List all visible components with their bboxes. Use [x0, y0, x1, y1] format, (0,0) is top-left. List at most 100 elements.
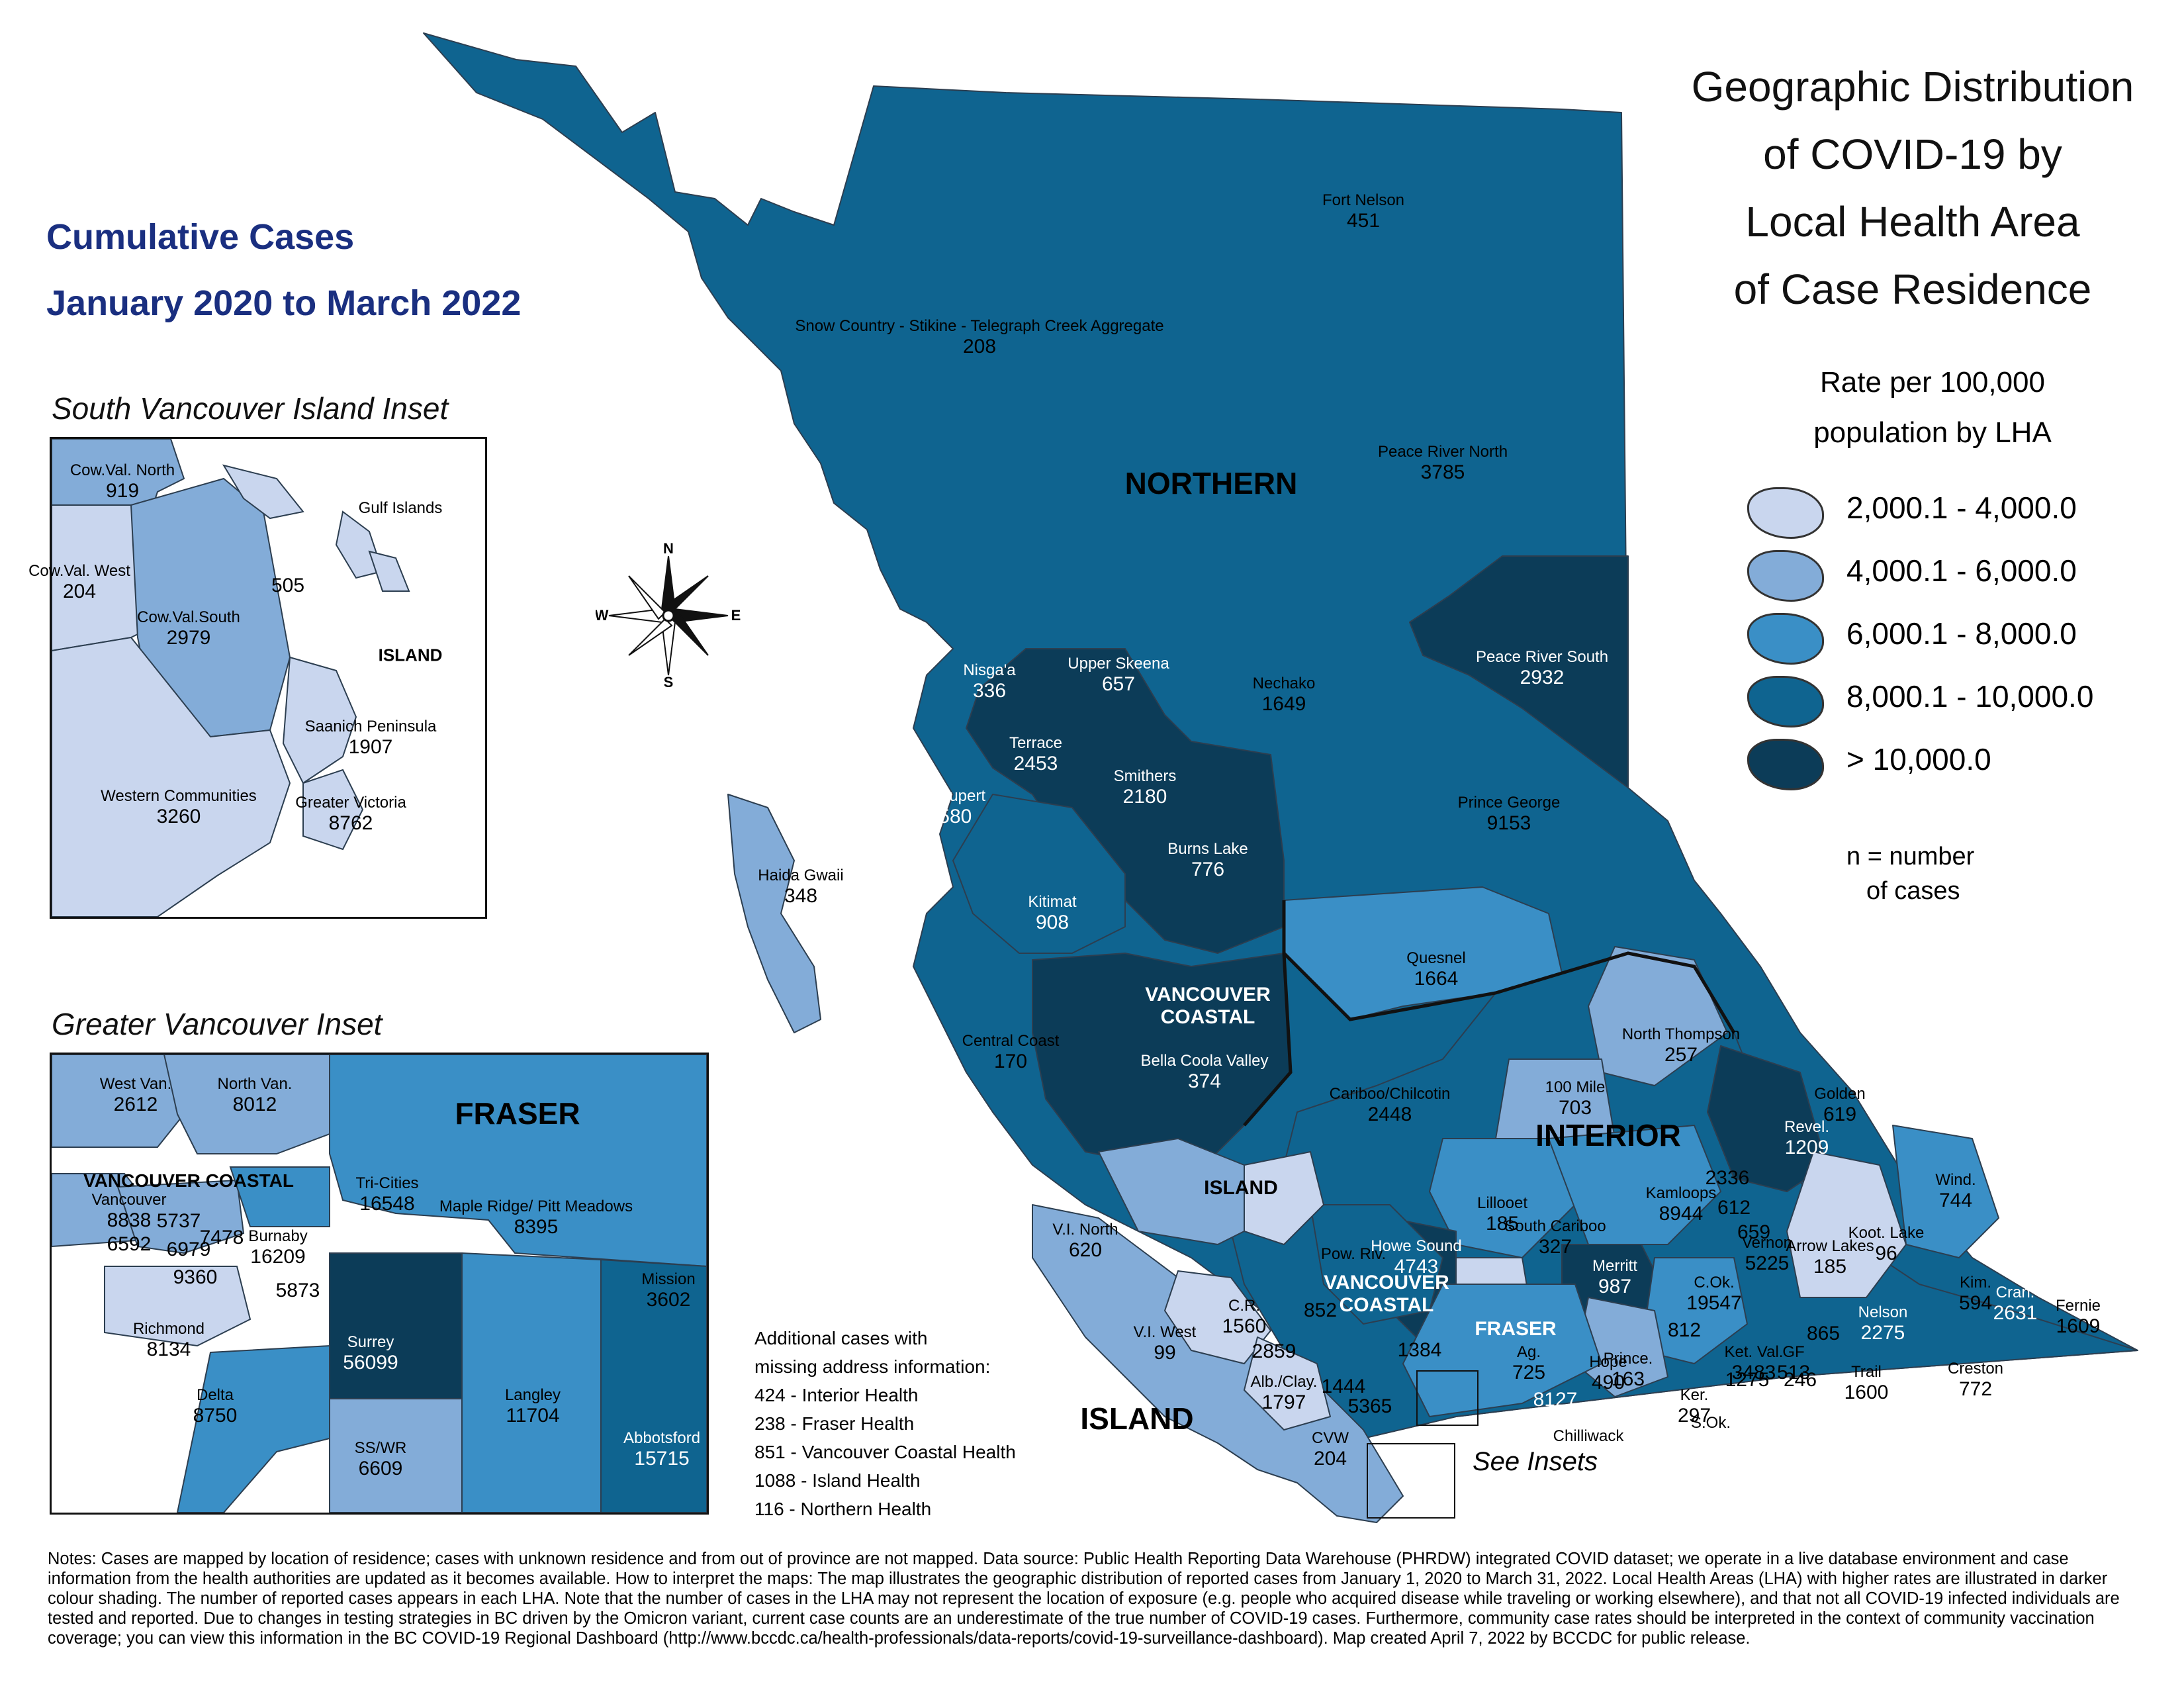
lha-case-count: 744: [1938, 1190, 1973, 1211]
lha-case-count: 204: [1313, 1448, 1347, 1470]
lha-case-count: 612: [1717, 1197, 1751, 1219]
lha-name: Langley: [504, 1386, 561, 1404]
lha-name: Ket. Val.: [1724, 1343, 1784, 1361]
lha-label: Golden 619: [1814, 1085, 1865, 1126]
lha-name: V.I. North: [1052, 1221, 1118, 1239]
lha-case-count: 8750: [193, 1405, 238, 1427]
lha-name: S.Ok.: [1690, 1414, 1731, 1432]
lha-case-count: 919: [105, 480, 140, 502]
lha-name: Golden: [1814, 1085, 1866, 1103]
lha-case-count: 348: [784, 885, 818, 907]
lha-case-count: 327: [1538, 1236, 1572, 1258]
lha-label: Burnaby 16209: [248, 1227, 307, 1268]
lha-case-count: 4743: [1394, 1256, 1439, 1278]
lha-case-count: 19547: [1686, 1292, 1742, 1314]
compass-rose-icon: N S E W: [596, 543, 741, 688]
lha-name: Haida Gwaii: [758, 867, 844, 884]
lha-name: North Van.: [217, 1075, 293, 1093]
lha-name: Cow.Val. West: [28, 562, 130, 580]
lha-name: V.I. West: [1133, 1323, 1197, 1341]
region-label-fraser: FRASER: [1475, 1318, 1557, 1340]
lha-label: Maple Ridge/ Pitt Meadows 8395: [439, 1197, 633, 1239]
lha-label: 812: [1668, 1319, 1701, 1342]
lha-label: 5365: [1348, 1395, 1392, 1418]
lha-case-count: 2336: [1705, 1167, 1750, 1189]
region-label-interior: INTERIOR: [1535, 1118, 1681, 1152]
lha-case-count: 1600: [1844, 1382, 1889, 1403]
lha-name: Cow.Val. North: [69, 461, 175, 479]
lha-case-count: 2453: [1013, 753, 1058, 774]
lha-name: Richmond: [132, 1320, 205, 1338]
lha-name: Nisga'a: [963, 661, 1016, 679]
lha-label: Western Communities 3260: [101, 787, 257, 828]
inset-greater-van: [50, 1053, 709, 1515]
lha-label: C.Ok. 19547: [1686, 1274, 1741, 1315]
lha-name: Creston: [1947, 1360, 2004, 1378]
lha-case-count: 1907: [348, 736, 393, 758]
missing-line: 116 - Northern Health: [754, 1499, 932, 1519]
lha-name: Hope: [1589, 1353, 1627, 1371]
lha-label: Cran. 2631: [1993, 1284, 2038, 1325]
subtitle-line: Cumulative Cases: [46, 217, 355, 257]
missing-line: 1088 - Island Health: [754, 1470, 921, 1491]
lha-name: Upper Skeena: [1068, 655, 1169, 673]
compass-w: W: [596, 607, 609, 624]
lha-name: Vancouver: [91, 1191, 167, 1209]
lha-case-count: 16209: [250, 1246, 306, 1268]
lha-case-count: 5737: [156, 1210, 201, 1232]
lha-label: Wind. 744: [1935, 1171, 1976, 1212]
lha-name: Maple Ridge/ Pitt Meadows: [439, 1197, 633, 1215]
lha-case-count: 1209: [1784, 1137, 1829, 1158]
lha-label: Nisga'a 336: [963, 661, 1015, 702]
lha-case-count: 56099: [343, 1352, 398, 1374]
lha-case-count: 8395: [514, 1216, 559, 1238]
lha-label: Saanich Peninsula 1907: [305, 718, 437, 759]
lha-case-count: 5365: [1347, 1395, 1392, 1417]
lha-label: 1444: [1322, 1376, 1366, 1398]
lha-label: Delta 8750: [193, 1386, 238, 1427]
lha-case-count: 185: [1485, 1213, 1520, 1235]
lha-name: Pow. Riv.: [1320, 1245, 1387, 1263]
lha-case-count: 1664: [1414, 968, 1459, 990]
lha-label: Howe Sound 4743: [1371, 1237, 1461, 1278]
lha-label: Arrow Lakes 185: [1786, 1237, 1874, 1278]
legend-item: 4,000.1 - 6,000.0: [1721, 541, 2144, 604]
lha-label: 865: [1807, 1323, 1840, 1345]
lha-case-count: 1580: [927, 806, 972, 827]
lha-case-count: 451: [1346, 210, 1381, 232]
lha-label: V.I. West 99: [1134, 1323, 1197, 1364]
inset-south-vi: [50, 437, 487, 919]
lha-case-count: 8762: [328, 812, 373, 834]
lha-name: Kitimat: [1028, 893, 1077, 911]
legend-swatch: [1747, 487, 1824, 539]
lha-name: Mission: [641, 1270, 696, 1288]
legend-label: 2,000.1 - 4,000.0: [1846, 491, 2077, 525]
lha-label: 612: [1717, 1197, 1751, 1219]
lha-case-count: 2631: [1993, 1302, 2038, 1324]
lha-case-count: 8944: [1659, 1203, 1704, 1225]
lha-label: 2859: [1252, 1340, 1297, 1363]
lha-case-count: 9360: [173, 1266, 218, 1288]
missing-line: 851 - Vancouver Coastal Health: [754, 1442, 1016, 1462]
lha-label: 659: [1737, 1221, 1770, 1244]
lha-name: Smithers: [1113, 767, 1177, 785]
lha-label: Pow. Riv.: [1321, 1245, 1386, 1264]
inset-locator-box: [1416, 1370, 1479, 1426]
lha-label: Peace River North 3785: [1378, 443, 1508, 484]
lha-name: North Thompson: [1621, 1025, 1741, 1043]
lha-label: Kamloops 8944: [1646, 1184, 1717, 1225]
lha-name: South Cariboo: [1504, 1217, 1606, 1235]
lha-label: Terrace 2453: [1009, 734, 1062, 775]
lha-name: Howe Sound: [1371, 1237, 1462, 1255]
lha-case-count: 5225: [1745, 1252, 1790, 1274]
lha-case-count: 1444: [1321, 1376, 1366, 1397]
lha-case-count: 7478: [199, 1227, 244, 1248]
legend-note-line: n = number: [1846, 843, 1975, 870]
lha-label: 6979: [167, 1239, 211, 1261]
lha-label: Abbotsford 15715: [623, 1429, 700, 1470]
lha-label: Richmond 8134: [133, 1320, 205, 1361]
lha-label: Bella Coola Valley 374: [1141, 1052, 1269, 1093]
lha-label: Cariboo/Chilcotin 2448: [1330, 1085, 1451, 1126]
lha-label: Nechako 1649: [1253, 675, 1316, 716]
